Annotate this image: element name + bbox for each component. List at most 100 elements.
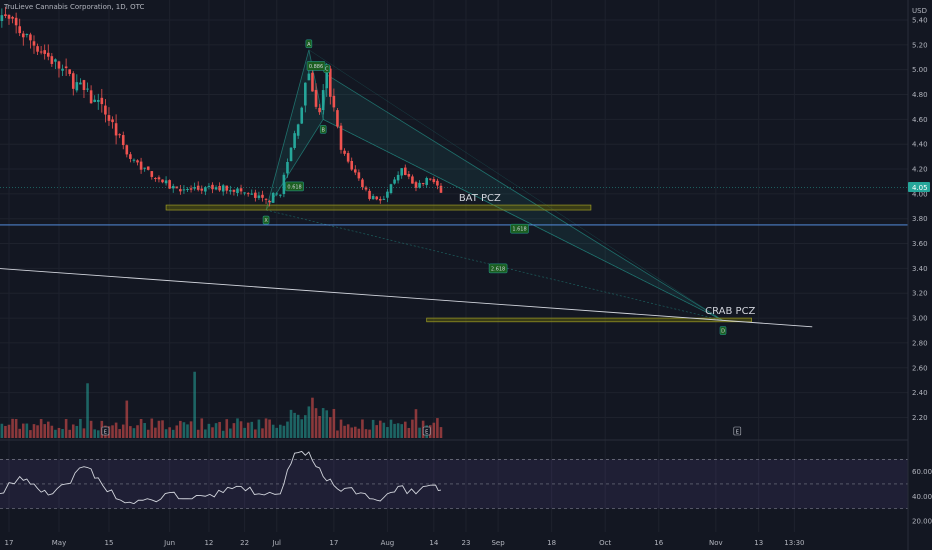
candle-body	[339, 125, 343, 150]
earnings-marker-label: E	[736, 430, 739, 436]
candle-body	[364, 187, 368, 190]
candle-body	[393, 179, 396, 184]
candle-body	[321, 90, 325, 110]
price-tick-label: 3.60	[912, 240, 928, 248]
candle-body	[93, 99, 96, 102]
time-tick-label: Jul	[272, 539, 282, 547]
candle-body	[361, 179, 364, 188]
annotation-lines	[0, 187, 908, 328]
candle-body	[175, 186, 179, 189]
ratio-badge	[488, 263, 508, 274]
time-tick-label: 18	[547, 539, 556, 547]
volume-bar	[436, 418, 439, 438]
volume-bar	[171, 429, 175, 438]
candle-body	[129, 154, 132, 159]
candle-body	[161, 179, 164, 183]
candle-body	[279, 194, 282, 196]
last-price-badge	[908, 182, 930, 192]
price-tick-label: 5.20	[912, 41, 928, 49]
volume-bar	[36, 425, 39, 438]
bat-pcz-zone	[165, 204, 592, 211]
candle-body	[154, 178, 157, 180]
currency-label: USD	[912, 7, 927, 15]
crab-pcz-label: CRAB PCZ	[705, 306, 755, 317]
volume-bar	[407, 427, 411, 438]
time-tick-label: 16	[654, 539, 663, 547]
candle-body	[0, 15, 4, 22]
candle-body	[132, 159, 136, 161]
candle-body	[396, 174, 400, 181]
volume-bar	[389, 419, 393, 438]
candle-body	[357, 172, 361, 179]
time-tick-label: Jun	[163, 539, 175, 547]
ratio-label: 2.618	[491, 266, 505, 272]
volume-bar	[86, 383, 89, 438]
price-tick-label: 2.80	[912, 339, 928, 347]
volume-bar	[279, 424, 282, 438]
candle-body	[246, 193, 250, 195]
candle-body	[168, 180, 171, 189]
candle-body	[304, 82, 307, 106]
rsi-band	[0, 459, 908, 509]
volume-bar	[14, 419, 18, 438]
volume-bar	[61, 429, 64, 438]
volume-bar	[364, 429, 368, 438]
candle-body	[232, 189, 236, 192]
volume-bar	[136, 425, 139, 438]
earnings-marker-label: E	[104, 430, 107, 436]
volume-bar	[68, 429, 71, 438]
candle-body	[293, 133, 296, 148]
candlesticks	[0, 7, 443, 207]
candle-body	[61, 68, 64, 71]
harmonic-point-badge	[319, 125, 327, 134]
bat-pcz-label: BAT PCZ	[459, 193, 501, 204]
volume-bar	[93, 429, 96, 438]
volume-bar	[7, 424, 11, 438]
harmonic-point-label: D	[721, 329, 725, 335]
volume-bar	[82, 428, 86, 438]
candle-body	[57, 61, 61, 69]
volume-bar	[282, 425, 286, 438]
candle-body	[378, 198, 382, 201]
time-tick-label: Nov	[709, 539, 723, 547]
candle-body	[403, 167, 407, 176]
volume-bar	[257, 419, 261, 438]
volume-bar	[371, 419, 375, 438]
volume-bar	[186, 424, 189, 438]
candle-body	[75, 82, 79, 91]
time-tick-label: 12	[204, 539, 213, 547]
candle-body	[311, 72, 314, 92]
volume-bar	[11, 418, 14, 438]
time-tick-label: May	[52, 539, 66, 547]
candle-body	[100, 97, 104, 105]
volume-bar	[400, 424, 403, 438]
volume-bar	[264, 418, 268, 438]
volume-bar	[396, 423, 400, 438]
harmonic-point-label: A	[307, 42, 311, 48]
volume-bar	[150, 418, 154, 438]
candle-body	[254, 192, 257, 198]
earnings-marker-label: E	[425, 430, 428, 436]
pattern-overlays	[165, 49, 752, 323]
candle-body	[275, 193, 279, 195]
volume-bar	[57, 427, 61, 438]
volume-bar	[368, 429, 371, 438]
candle-body	[439, 185, 443, 193]
price-tick-label: 3.00	[912, 315, 928, 323]
volume-bar	[239, 421, 243, 438]
candle-body	[371, 195, 375, 200]
candle-body	[332, 95, 336, 108]
candle-body	[25, 33, 29, 36]
volume-bar	[289, 409, 293, 438]
volume-bar	[154, 427, 157, 438]
candle-body	[182, 189, 186, 191]
candle-body	[46, 52, 50, 57]
candle-body	[21, 33, 25, 38]
volume-bar	[200, 418, 204, 438]
candle-body	[36, 46, 39, 52]
rsi-tick-label: 40.00	[912, 493, 932, 501]
price-tick-label: 3.80	[912, 215, 928, 223]
candle-body	[329, 68, 332, 97]
